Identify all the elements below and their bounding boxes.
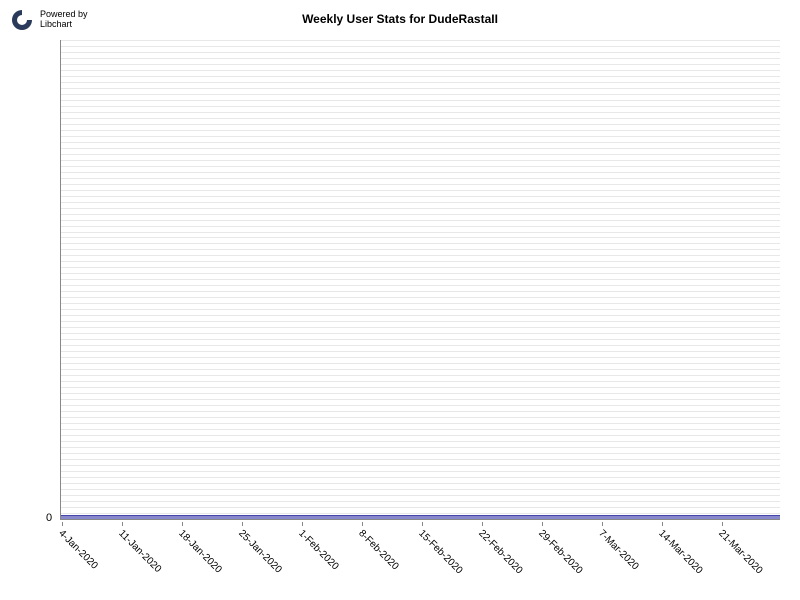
x-tick [242,522,243,526]
x-tick-label: 15-Feb-2020 [416,528,464,576]
x-tick [422,522,423,526]
x-tick [482,522,483,526]
x-tick [662,522,663,526]
x-tick [62,522,63,526]
x-tick [722,522,723,526]
x-tick-label: 11-Jan-2020 [116,528,163,575]
x-tick-label: 25-Jan-2020 [236,528,283,575]
x-tick [122,522,123,526]
x-tick-label: 29-Feb-2020 [536,528,584,576]
chart-title: Weekly User Stats for DudeRastaII [0,12,800,26]
x-axis: 4-Jan-202011-Jan-202018-Jan-202025-Jan-2… [60,522,780,592]
plot-area [60,40,780,520]
x-tick-label: 18-Jan-2020 [176,528,223,575]
x-tick [182,522,183,526]
x-tick-label: 21-Mar-2020 [716,528,764,576]
x-tick-label: 22-Feb-2020 [476,528,524,576]
x-tick-label: 4-Jan-2020 [56,528,100,572]
data-fill [61,515,780,519]
x-tick-label: 7-Mar-2020 [596,528,640,572]
x-tick [542,522,543,526]
grid-lines [61,40,780,519]
y-tick-label: 0 [46,512,52,524]
x-tick [362,522,363,526]
x-tick [602,522,603,526]
x-tick [302,522,303,526]
x-tick-label: 8-Feb-2020 [356,528,400,572]
x-tick-label: 14-Mar-2020 [656,528,704,576]
x-tick-label: 1-Feb-2020 [296,528,340,572]
